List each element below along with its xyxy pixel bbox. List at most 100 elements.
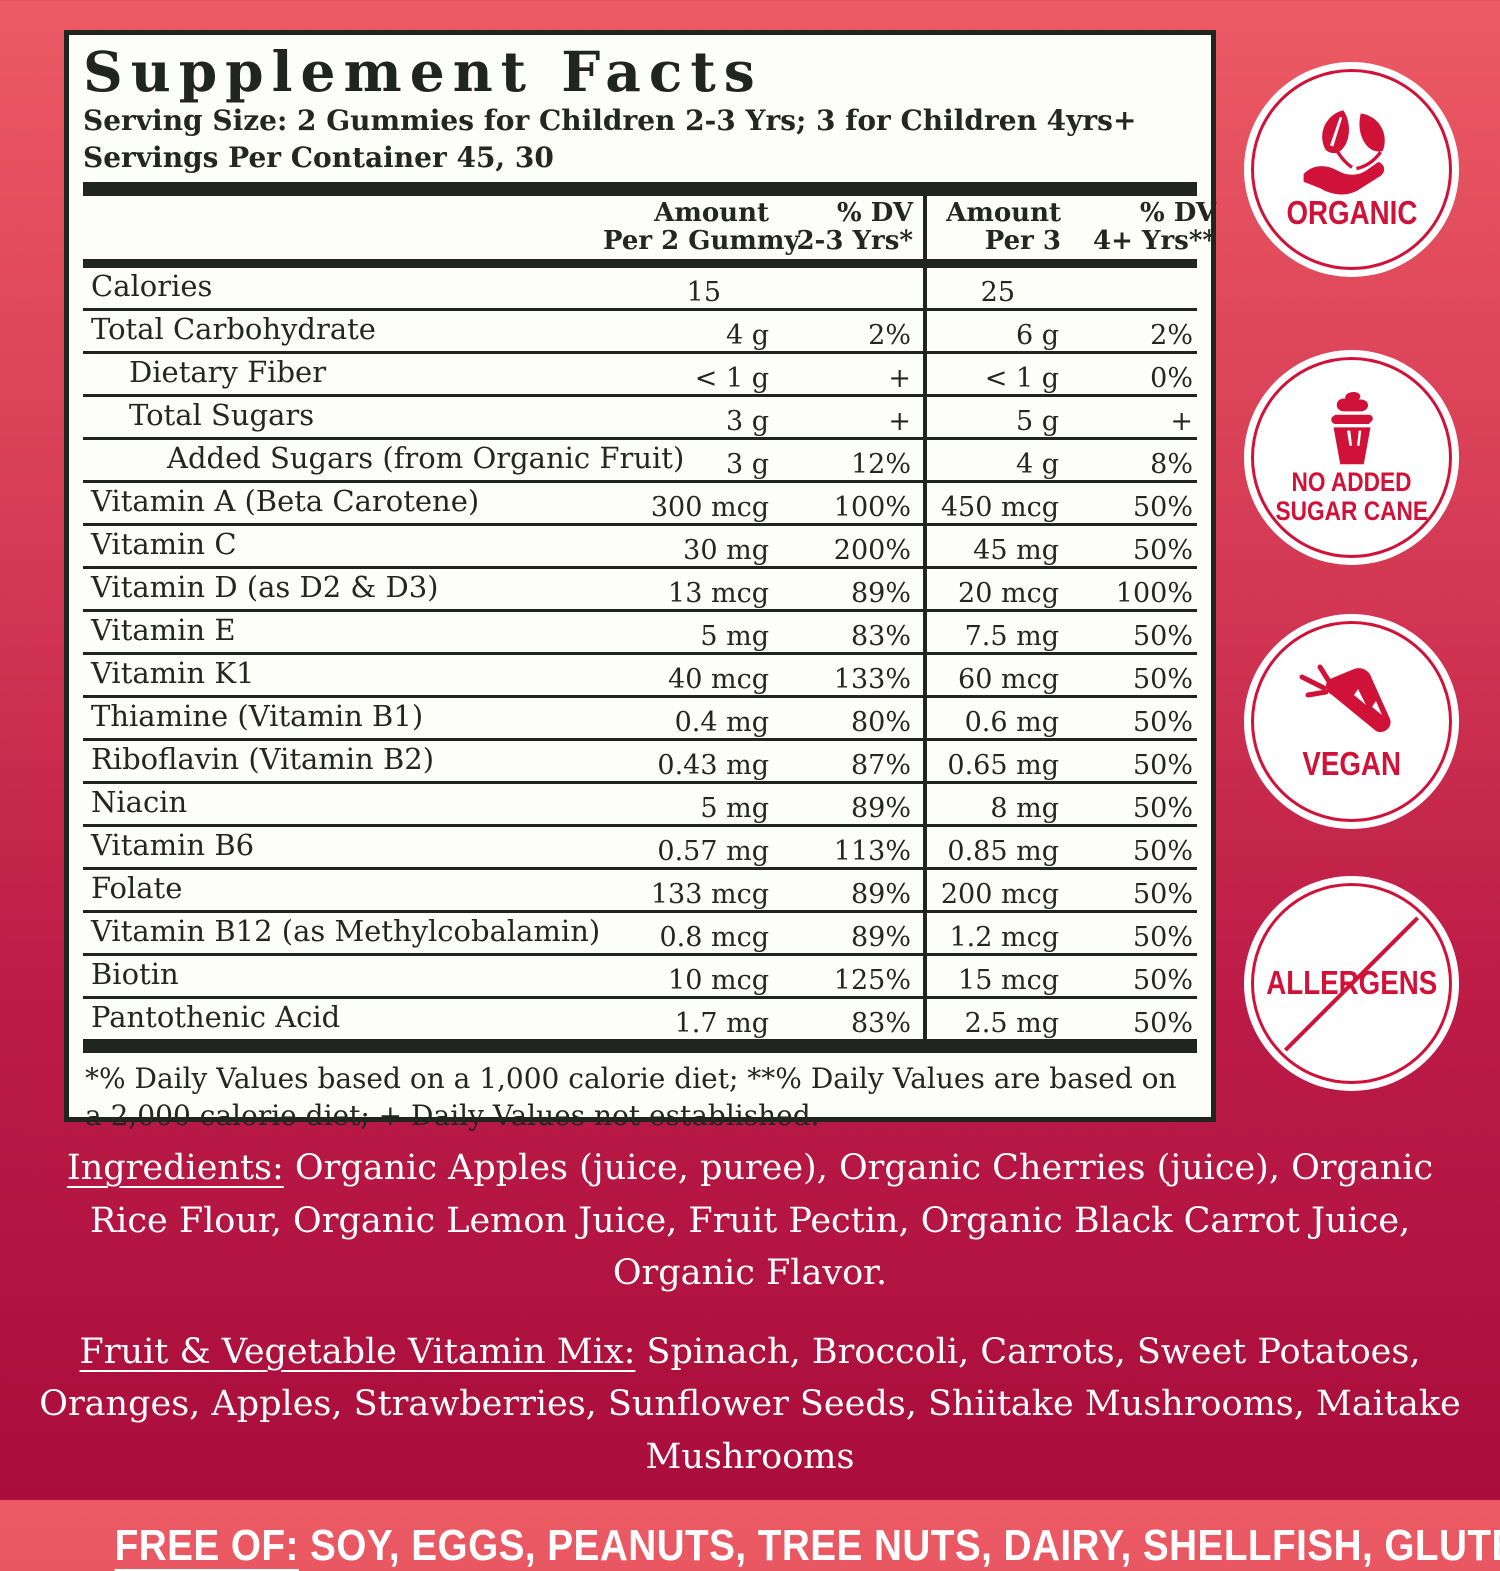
header-amount-per-2-gummy: Amount Per 2 Gummy [603, 199, 800, 257]
ingredients-paragraph: Ingredients: Organic Apples (juice, pure… [35, 1142, 1465, 1300]
amount-per-2-gummy-value: 3 g [725, 449, 769, 481]
badge-content: VEGAN [1244, 614, 1459, 829]
amount-per-2-gummy-value: 5 mg [700, 793, 769, 825]
dv-4yrs-value: 2% [1150, 320, 1193, 352]
dv-2-3yrs-value: 89% [850, 793, 911, 825]
table-row: Vitamin E 5 mg 83% 7.5 mg 50% [83, 612, 1197, 656]
dv-4yrs-value: 50% [1132, 492, 1193, 524]
amount-per-2-gummy-value: 0.57 mg [657, 836, 769, 868]
dv-2-3yrs-value: 83% [850, 1008, 911, 1040]
table-row: Total Sugars 3 g + 5 g + [83, 397, 1197, 441]
amount-per-3-value: 60 mcg [958, 664, 1059, 696]
nutrient-name: Riboflavin (Vitamin B2) [91, 742, 435, 777]
dv-2-3yrs-value: 100% [833, 492, 911, 524]
dv-4yrs-value: 50% [1132, 621, 1193, 653]
table-row: Total Carbohydrate 4 g 2% 6 g 2% [83, 311, 1197, 355]
amount-per-3-value: 6 g [1015, 320, 1059, 352]
vegan-badge-label: VEGAN [1302, 745, 1401, 783]
dv-2-3yrs-value: + [888, 406, 911, 438]
dv-4yrs-value: 50% [1132, 879, 1193, 911]
dv-2-3yrs-value: 89% [850, 578, 911, 610]
fruit-veg-mix-text: Spinach, Broccoli, Carrots, Sweet Potato… [39, 1331, 1461, 1477]
amount-per-3-value: 4 g [1015, 449, 1059, 481]
table-row: Biotin 10 mcg 125% 15 mcg 50% [83, 956, 1197, 1000]
dv-4yrs-value: 8% [1150, 449, 1193, 481]
header-amount-line2: Per 2 Gummy [603, 226, 800, 257]
amount-per-2-gummy-value: 10 mcg [668, 965, 769, 997]
amount-per-3-value: 0.85 mg [947, 836, 1059, 868]
table-row: Vitamin C 30 mg 200% 45 mg 50% [83, 526, 1197, 570]
nutrient-name: Total Carbohydrate [91, 312, 376, 347]
dv-4yrs-value: 50% [1132, 1008, 1193, 1040]
amount-per-2-gummy-value: 3 g [725, 406, 769, 438]
ingredients-label: Ingredients: [66, 1148, 284, 1188]
nutrient-name: Dietary Fiber [129, 355, 327, 390]
amount-per-3-value: 8 mg [990, 793, 1059, 825]
dv-2-3yrs-value: 12% [850, 449, 911, 481]
no-added-sugar-label-line1: NO ADDED [1291, 467, 1412, 498]
nutrient-name: Thiamine (Vitamin B1) [91, 699, 424, 734]
header-dv-4yrs: % DV 4+ Yrs** [1093, 199, 1218, 255]
dv-2-3yrs-value: 125% [833, 965, 911, 997]
dv-2-3yrs-value: 87% [850, 750, 911, 782]
table-row: Calories 15 25 [83, 268, 1197, 312]
header-dv-2-3yrs: % DV 2-3 Yrs* [783, 199, 923, 255]
table-row: Thiamine (Vitamin B1) 0.4 mg 80% 0.6 mg … [83, 698, 1197, 742]
header-amount2-line2: Per 3 [984, 226, 1061, 257]
amount-per-2-gummy-value: 15 [686, 277, 721, 309]
dv-2-3yrs-value: 83% [850, 621, 911, 653]
amount-per-3-value: 15 mcg [958, 965, 1059, 997]
nutrient-name: Folate [91, 871, 183, 906]
nutrient-name: Vitamin D (as D2 & D3) [91, 570, 439, 605]
dv-2-3yrs-value: 80% [850, 707, 911, 739]
nutrient-name: Vitamin K1 [91, 656, 255, 691]
free-of-text: SOY, EGGS, PEANUTS, TREE NUTS, DAIRY, SH… [298, 1521, 1500, 1570]
table-row: Folate 133 mcg 89% 200 mcg 50% [83, 870, 1197, 914]
column-divider [923, 196, 927, 1040]
amount-per-2-gummy-value: 13 mcg [668, 578, 769, 610]
amount-per-3-value: 0.65 mg [947, 750, 1059, 782]
badge-content: ORGANIC [1244, 62, 1459, 277]
header-amount-per-3: Amount Per 3 [923, 199, 1093, 255]
badge-ring [1251, 69, 1452, 270]
dv-2-3yrs-value: + [888, 363, 911, 395]
nutrient-name: Biotin [91, 957, 179, 992]
amount-per-3-value: 450 mcg [940, 492, 1059, 524]
panel-title: Supplement Facts [83, 39, 763, 104]
dv-2-3yrs-value: 2% [868, 320, 911, 352]
nutrient-name: Pantothenic Acid [91, 1000, 341, 1035]
facts-table: Amount Per 2 Gummy % DV 2-3 Yrs* Amount … [83, 196, 1216, 1040]
badge-ring [1251, 357, 1452, 558]
amount-per-2-gummy-value: 40 mcg [668, 664, 769, 696]
amount-per-3-value: 0.6 mg [964, 707, 1059, 739]
table-row: Dietary Fiber < 1 g + < 1 g 0% [83, 354, 1197, 398]
amount-per-3-value: 2.5 mg [964, 1008, 1059, 1040]
dv-4yrs-value: 50% [1132, 793, 1193, 825]
separator-bar-header [83, 259, 1197, 269]
allergens-free-badge: ALLERGENS [1244, 876, 1459, 1091]
amount-per-3-value: 45 mg [973, 535, 1059, 567]
header-amount2-line1: Amount [946, 198, 1061, 229]
nutrient-name: Vitamin A (Beta Carotene) [91, 484, 480, 519]
table-row: Vitamin D (as D2 & D3) 13 mcg 89% 20 mcg… [83, 569, 1197, 613]
amount-per-2-gummy-value: 300 mcg [650, 492, 769, 524]
cupcake-icon [1330, 392, 1373, 465]
amount-per-2-gummy-value: 0.43 mg [657, 750, 769, 782]
amount-per-3-value: 1.2 mcg [949, 922, 1059, 954]
organic-leaf-hand-icon [1303, 110, 1385, 195]
dv-2-3yrs-value: 89% [850, 922, 911, 954]
amount-per-2-gummy-value: 1.7 mg [674, 1008, 769, 1040]
dv-4yrs-value: 50% [1132, 965, 1193, 997]
supplement-facts-panel: Supplement Facts Serving Size: 2 Gummies… [64, 30, 1216, 1132]
amount-per-2-gummy-value: < 1 g [694, 363, 769, 395]
fruit-veg-mix-label: Fruit & Vegetable Vitamin Mix: [79, 1331, 636, 1372]
bottom-text-block: Ingredients: Organic Apples (juice, pure… [28, 1142, 1500, 1571]
separator-bar-top [83, 182, 1197, 197]
nutrient-name: Niacin [91, 785, 188, 820]
table-row: Pantothenic Acid 1.7 mg 83% 2.5 mg 50% [83, 999, 1197, 1040]
dv-2-3yrs-value: 113% [833, 836, 911, 868]
dv-2-3yrs-value [783, 268, 923, 277]
amount-per-2-gummy-value: 0.8 mcg [659, 922, 769, 954]
badge-ring [1251, 883, 1452, 1084]
amount-per-2-gummy-value: 133 mcg [650, 879, 769, 911]
